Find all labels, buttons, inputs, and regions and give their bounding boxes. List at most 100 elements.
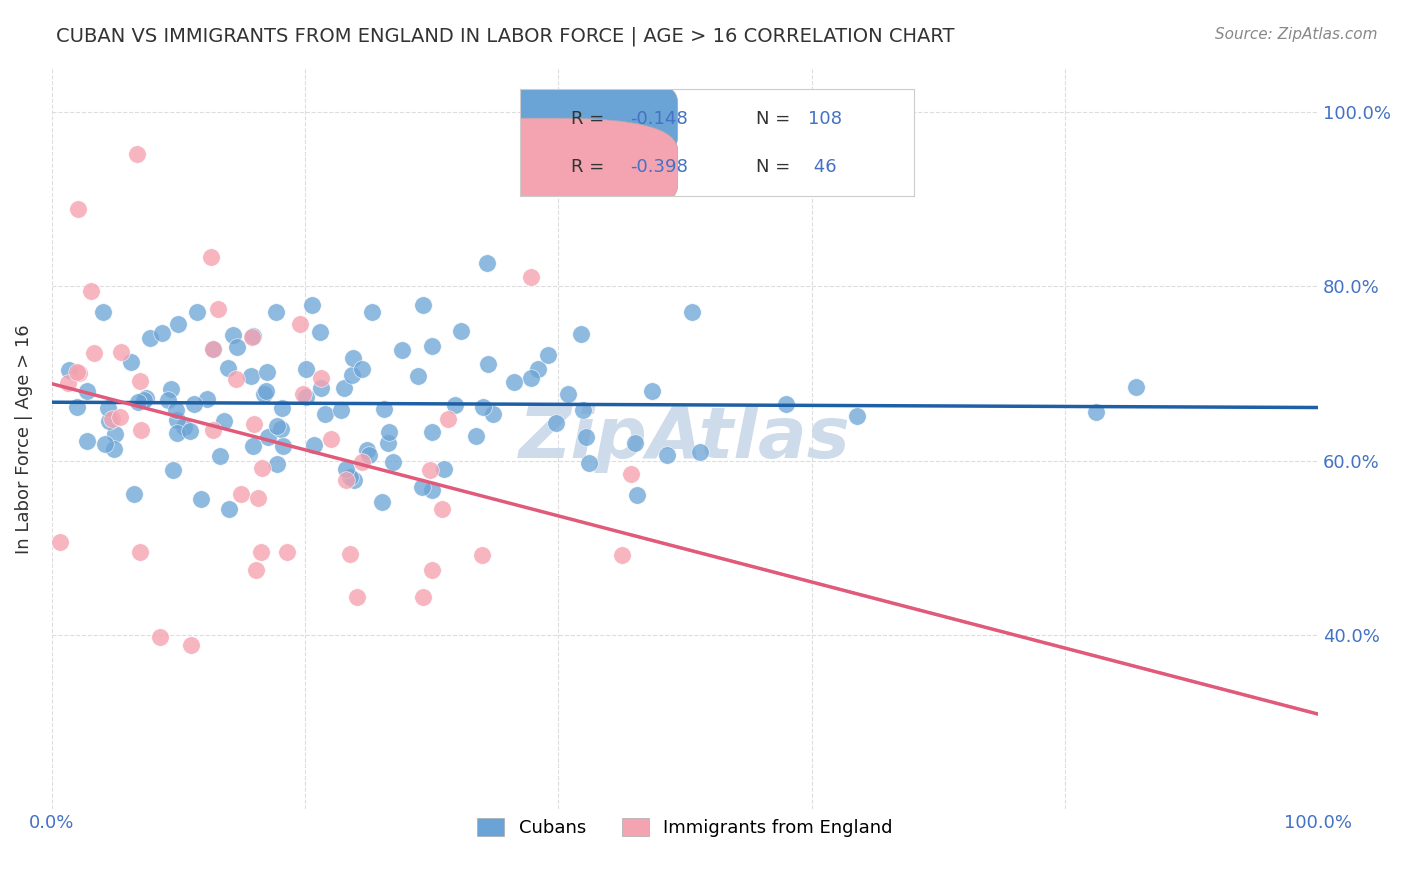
Point [76,384,98,399]
Point [152,326,174,340]
Point [201,342,224,356]
Point [49,534,72,549]
Point [66,400,89,414]
Point [103,442,125,456]
Point [131,424,153,438]
Point [128,374,150,388]
Point [301,298,323,312]
Point [340,368,363,382]
Point [253,387,276,401]
Point [346,590,368,604]
Point [624,435,647,450]
Point [377,436,399,450]
Point [67,202,90,217]
Text: Source: ZipAtlas.com: Source: ZipAtlas.com [1215,27,1378,42]
Point [242,439,264,453]
Point [419,463,441,477]
Point [157,393,180,408]
Point [620,467,643,481]
Point [420,425,443,439]
Point [254,384,277,398]
Text: 46: 46 [807,159,837,177]
Point [242,329,264,343]
Point [207,301,229,316]
Point [165,402,187,417]
Point [134,392,156,407]
Point [239,369,262,384]
Point [471,549,494,563]
Point [245,563,267,577]
Point [520,371,543,385]
Point [180,638,202,652]
Point [129,545,152,559]
Point [422,563,444,577]
Point [271,439,294,453]
Point [266,457,288,471]
Point [218,501,240,516]
Point [845,409,868,424]
Point [569,327,592,342]
Point [76,434,98,449]
Point [370,495,392,509]
Point [775,397,797,411]
Point [411,480,433,494]
Point [100,412,122,426]
Point [91,305,114,319]
Point [214,414,236,428]
Point [80,285,103,299]
Point [288,317,311,331]
Point [83,345,105,359]
Point [482,408,505,422]
Point [179,425,201,439]
Point [127,146,149,161]
Point [437,412,460,426]
Point [58,376,80,390]
Point [544,416,567,430]
Point [242,417,264,432]
Point [339,469,361,483]
Point [575,430,598,444]
Point [149,630,172,644]
Point [309,325,332,339]
Text: -0.148: -0.148 [630,111,688,128]
Point [537,348,560,362]
Point [166,426,188,441]
Y-axis label: In Labor Force | Age > 16: In Labor Force | Age > 16 [15,324,32,554]
Point [58,363,80,377]
Point [256,365,278,379]
Point [335,473,357,487]
Point [186,305,208,319]
Point [250,461,273,475]
Point [103,427,125,442]
Point [391,343,413,357]
Text: N =: N = [756,159,796,177]
Point [127,394,149,409]
Point [257,430,280,444]
Point [571,403,593,417]
Point [246,491,269,505]
FancyBboxPatch shape [411,118,678,218]
Point [294,390,316,404]
Point [557,387,579,401]
Point [373,402,395,417]
Point [350,455,373,469]
Point [67,366,90,380]
Point [357,448,380,462]
Point [412,297,434,311]
Point [226,340,249,354]
Point [314,407,336,421]
Point [200,251,222,265]
Point [430,501,453,516]
Point [249,545,271,559]
Point [195,392,218,406]
Point [190,492,212,507]
Point [162,462,184,476]
Point [502,376,524,390]
Point [138,331,160,345]
Point [689,445,711,459]
Point [120,355,142,369]
Point [97,401,120,416]
Point [110,345,132,359]
Point [266,418,288,433]
Point [432,462,454,476]
